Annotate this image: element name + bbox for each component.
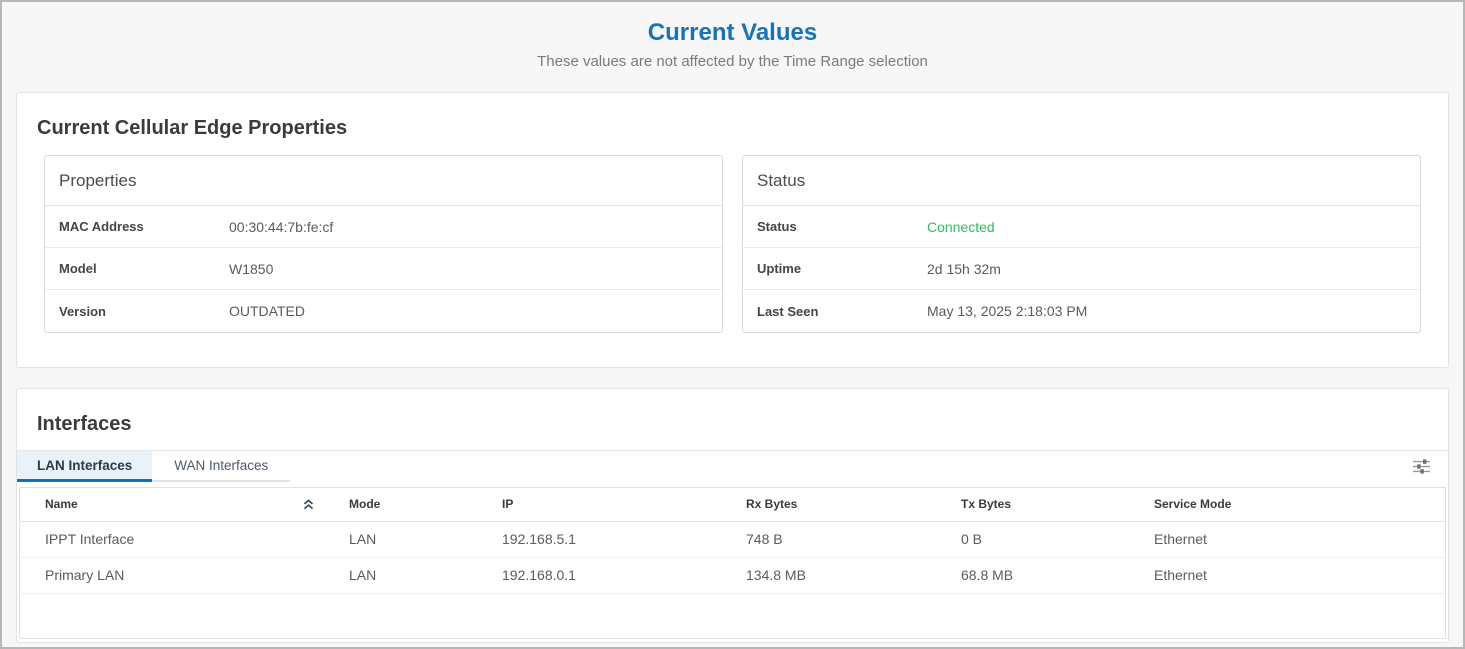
tab-list: LAN Interfaces WAN Interfaces bbox=[17, 451, 291, 482]
property-value: 2d 15h 32m bbox=[927, 260, 1001, 277]
cell-mode: LAN bbox=[324, 557, 477, 594]
property-value: 00:30:44:7b:fe:cf bbox=[229, 218, 334, 235]
tab-lan-interfaces[interactable]: LAN Interfaces bbox=[17, 451, 153, 482]
table-row[interactable]: Primary LAN LAN 192.168.0.1 134.8 MB 68.8 MB… bbox=[20, 557, 1445, 594]
property-row: Uptime 2d 15h 32m bbox=[743, 248, 1420, 290]
cell-service-mode: Ethernet bbox=[1129, 557, 1445, 594]
column-settings-sliders-icon bbox=[1413, 459, 1430, 477]
properties-panel: Properties MAC Address 00:30:44:7b:fe:cf M… bbox=[44, 155, 723, 333]
column-header-label: Rx Bytes bbox=[746, 497, 798, 512]
cell-tx-bytes: 68.8 MB bbox=[936, 557, 1129, 594]
page-header: Current Values These values are not affe… bbox=[2, 2, 1463, 92]
cell-ip: 192.168.0.1 bbox=[477, 557, 721, 594]
property-value: OUTDATED bbox=[229, 303, 305, 319]
cell-service-mode: Ethernet bbox=[1129, 521, 1445, 558]
column-header-label: Service Mode bbox=[1154, 497, 1232, 512]
cell-name: Primary LAN bbox=[20, 557, 324, 594]
property-row: Model W1850 bbox=[45, 248, 722, 290]
cellular-edge-properties-card: Current Cellular Edge Properties Propert… bbox=[16, 92, 1449, 368]
property-value: W1850 bbox=[229, 260, 274, 277]
property-label: Model bbox=[59, 261, 97, 276]
column-header-tx-bytes[interactable]: Tx Bytes bbox=[936, 488, 1129, 522]
column-header-rx-bytes[interactable]: Rx Bytes bbox=[721, 488, 936, 522]
tab-wan-interfaces[interactable]: WAN Interfaces bbox=[152, 451, 291, 482]
column-header-label: Name bbox=[45, 497, 78, 512]
property-label: Status bbox=[757, 219, 797, 234]
status-panel-rows: Status Connected Uptime 2d 15h 32m Last Seen… bbox=[743, 206, 1420, 332]
interfaces-title: Interfaces bbox=[37, 413, 132, 435]
cell-tx-bytes: 0 B bbox=[936, 521, 1129, 558]
property-value: Connected bbox=[927, 218, 995, 235]
property-row: Last Seen May 13, 2025 2:18:03 PM bbox=[743, 290, 1420, 332]
table-header-row: Name Mode IP Rx Bytes Tx Bytes Service Mode bbox=[20, 488, 1445, 522]
status-panel-title: Status bbox=[743, 156, 1420, 206]
panels-row: Properties MAC Address 00:30:44:7b:fe:cf M… bbox=[44, 155, 1421, 333]
page-subtitle: These values are not affected by the Tim… bbox=[537, 53, 928, 70]
property-label: Version bbox=[59, 303, 106, 319]
property-label: MAC Address bbox=[59, 219, 144, 234]
cell-ip: 192.168.5.1 bbox=[477, 521, 721, 558]
column-header-service-mode[interactable]: Service Mode bbox=[1129, 488, 1445, 522]
cell-name: IPPT Interface bbox=[20, 521, 324, 558]
property-value: May 13, 2025 2:18:03 PM bbox=[927, 303, 1088, 319]
column-settings-button[interactable] bbox=[1409, 457, 1434, 476]
cell-mode: LAN bbox=[324, 521, 477, 558]
interfaces-card: Interfaces LAN Interfaces WAN Interfaces bbox=[16, 388, 1449, 643]
column-header-label: Tx Bytes bbox=[961, 497, 1012, 512]
status-panel: Status Status Connected Uptime 2d 15h 32m La… bbox=[742, 155, 1421, 333]
column-header-name[interactable]: Name bbox=[20, 488, 324, 522]
column-header-label: IP bbox=[502, 497, 514, 512]
property-label: Last Seen bbox=[757, 303, 819, 319]
page-title: Current Values bbox=[647, 19, 818, 46]
cellular-edge-properties-title: Current Cellular Edge Properties bbox=[37, 117, 348, 139]
column-header-mode[interactable]: Mode bbox=[324, 488, 477, 522]
column-header-ip[interactable]: IP bbox=[477, 488, 721, 522]
property-row: Status Connected bbox=[743, 206, 1420, 248]
interfaces-tabbar: LAN Interfaces WAN Interfaces bbox=[17, 450, 1448, 482]
column-header-label: Mode bbox=[349, 497, 381, 512]
lan-interfaces-table: Name Mode IP Rx Bytes Tx Bytes Service Mode I… bbox=[19, 487, 1446, 639]
property-label: Uptime bbox=[757, 261, 802, 276]
property-row: MAC Address 00:30:44:7b:fe:cf bbox=[45, 206, 722, 248]
cell-rx-bytes: 134.8 MB bbox=[721, 557, 936, 594]
property-row: Version OUTDATED bbox=[45, 290, 722, 332]
cell-rx-bytes: 748 B bbox=[721, 521, 936, 558]
properties-panel-rows: MAC Address 00:30:44:7b:fe:cf Model W1850 Ve… bbox=[45, 206, 722, 332]
sort-ascending-icon bbox=[303, 499, 314, 509]
properties-panel-title: Properties bbox=[45, 156, 722, 206]
